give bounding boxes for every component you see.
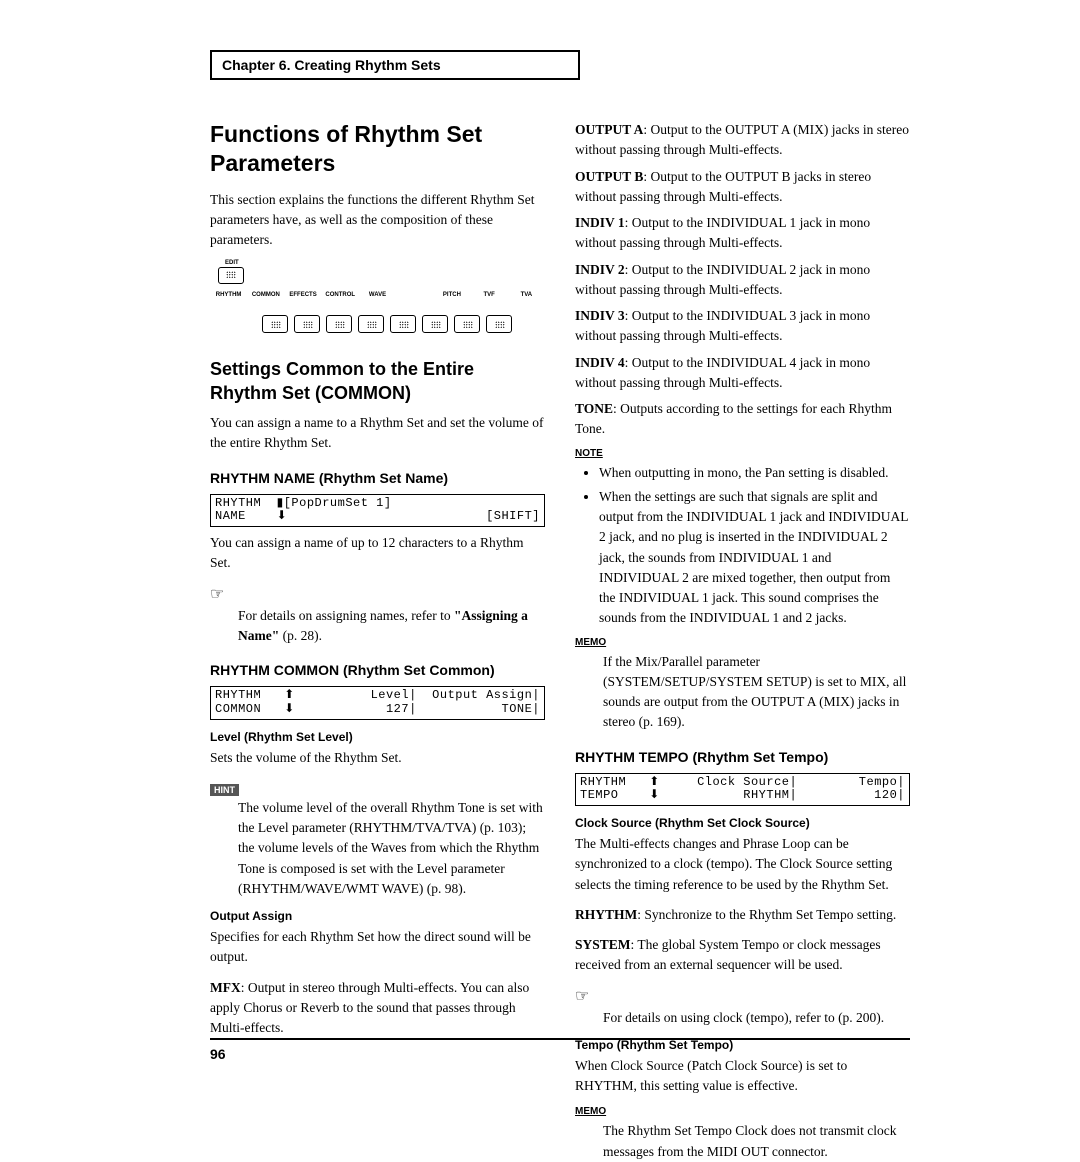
hint-badge: HINT	[210, 784, 239, 796]
output-item: INDIV 3: Output to the INDIVIDUAL 3 jack…	[575, 306, 910, 347]
diagram-button	[294, 315, 320, 333]
diagram-button	[422, 315, 448, 333]
diagram-button	[454, 315, 480, 333]
output-list: OUTPUT A: Output to the OUTPUT A (MIX) j…	[575, 120, 910, 440]
hint-text: The volume level of the overall Rhythm T…	[238, 798, 545, 899]
output-item: INDIV 1: Output to the INDIVIDUAL 1 jack…	[575, 213, 910, 254]
rhythm-name-desc: You can assign a name of up to 12 charac…	[210, 533, 545, 574]
left-column: Functions of Rhythm Set Parameters This …	[210, 120, 545, 1162]
output-item: INDIV 2: Output to the INDIVIDUAL 2 jack…	[575, 260, 910, 301]
lcd-rhythm-name: RHYTHM ▮[PopDrumSet 1] NAME ⬇ [SHIFT]	[210, 494, 545, 528]
note-badge: NOTE	[575, 448, 910, 459]
diagram-label	[396, 292, 433, 298]
chapter-header: Chapter 6. Creating Rhythm Sets	[210, 50, 580, 80]
diagram-button	[390, 315, 416, 333]
page-title: Functions of Rhythm Set Parameters	[210, 120, 545, 178]
output-assign-desc: Specifies for each Rhythm Set how the di…	[210, 927, 545, 968]
button-diagram: EDIT RHYTHM COMMON EFFECTS CONTROL WAVE …	[210, 260, 545, 340]
heading-level: Level (Rhythm Set Level)	[210, 730, 545, 744]
diagram-edit-dots	[226, 271, 236, 279]
heading-clock-source: Clock Source (Rhythm Set Clock Source)	[575, 816, 910, 830]
diagram-label: TVA	[508, 292, 545, 298]
output-mfx: MFX: Output in stereo through Multi-effe…	[210, 978, 545, 1039]
diagram-label: TVF	[471, 292, 508, 298]
pointer-icon: ☞	[575, 986, 910, 1006]
clock-source-desc: The Multi-effects changes and Phrase Loo…	[575, 834, 910, 895]
rhythm-name-ref: For details on assigning names, refer to…	[238, 606, 545, 647]
output-item: OUTPUT A: Output to the OUTPUT A (MIX) j…	[575, 120, 910, 161]
two-column-layout: Functions of Rhythm Set Parameters This …	[210, 120, 910, 1162]
intro-text: This section explains the functions the …	[210, 190, 545, 251]
footer-rule	[210, 1038, 910, 1040]
level-desc: Sets the volume of the Rhythm Set.	[210, 748, 545, 768]
output-item: INDIV 4: Output to the INDIVIDUAL 4 jack…	[575, 353, 910, 394]
clock-ref: For details on using clock (tempo), refe…	[603, 1008, 910, 1028]
tempo-memo: The Rhythm Set Tempo Clock does not tran…	[603, 1121, 910, 1162]
page-content: Chapter 6. Creating Rhythm Sets Function…	[210, 50, 910, 1162]
diagram-button	[358, 315, 384, 333]
diagram-label: RHYTHM	[210, 292, 247, 298]
common-intro: You can assign a name to a Rhythm Set an…	[210, 413, 545, 454]
note-list: When outputting in mono, the Pan setting…	[599, 463, 910, 629]
clock-rhythm: RHYTHM: Synchronize to the Rhythm Set Te…	[575, 905, 910, 925]
pointer-icon: ☞	[210, 584, 545, 604]
output-item: TONE: Outputs according to the settings …	[575, 399, 910, 440]
section-heading-common: Settings Common to the Entire Rhythm Set…	[210, 358, 545, 405]
clock-system: SYSTEM: The global System Tempo or clock…	[575, 935, 910, 976]
output-item: OUTPUT B: Output to the OUTPUT B jacks i…	[575, 167, 910, 208]
heading-output-assign: Output Assign	[210, 909, 545, 923]
tempo-desc: When Clock Source (Patch Clock Source) i…	[575, 1056, 910, 1097]
diagram-label: EFFECTS	[284, 292, 321, 298]
diagram-label: CONTROL	[322, 292, 359, 298]
diagram-labels: RHYTHM COMMON EFFECTS CONTROL WAVE PITCH…	[210, 292, 545, 298]
diagram-label: PITCH	[433, 292, 470, 298]
diagram-button	[326, 315, 352, 333]
lcd-rhythm-tempo: RHYTHM ⬆ TEMPO ⬇ Clock Source| Tempo| RH…	[575, 773, 910, 807]
heading-rhythm-common: RHYTHM COMMON (Rhythm Set Common)	[210, 662, 545, 678]
heading-rhythm-tempo: RHYTHM TEMPO (Rhythm Set Tempo)	[575, 749, 910, 765]
note-item: When outputting in mono, the Pan setting…	[599, 463, 910, 483]
memo-badge: MEMO	[575, 637, 910, 648]
right-column: OUTPUT A: Output to the OUTPUT A (MIX) j…	[575, 120, 910, 1162]
memo-badge: MEMO	[575, 1106, 910, 1117]
diagram-label: COMMON	[247, 292, 284, 298]
diagram-edit-label: EDIT	[225, 260, 239, 266]
diagram-button-row	[262, 315, 512, 333]
diagram-label: WAVE	[359, 292, 396, 298]
diagram-button	[262, 315, 288, 333]
lcd-rhythm-common: RHYTHM ⬆ COMMON ⬇ Level| Output Assign| …	[210, 686, 545, 720]
note-item: When the settings are such that signals …	[599, 487, 910, 629]
heading-rhythm-name: RHYTHM NAME (Rhythm Set Name)	[210, 470, 545, 486]
memo-text: If the Mix/Parallel parameter (SYSTEM/SE…	[603, 652, 910, 733]
page-number: 96	[210, 1046, 226, 1062]
diagram-button	[486, 315, 512, 333]
